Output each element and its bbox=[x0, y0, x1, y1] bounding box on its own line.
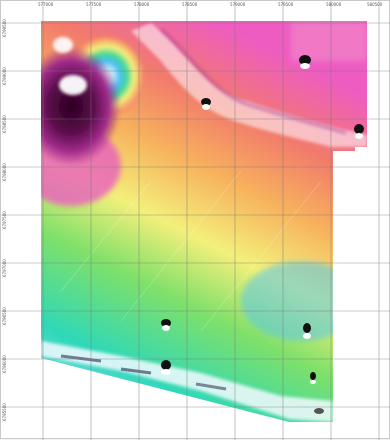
x-tick-label: 577500 bbox=[86, 2, 102, 7]
anomaly-marker bbox=[299, 55, 311, 69]
anomaly-marker bbox=[314, 408, 324, 414]
x-tick-label: 579000 bbox=[230, 2, 246, 7]
y-tick-label: 6795500 bbox=[2, 403, 7, 421]
x-tick-label: 578000 bbox=[134, 2, 150, 7]
anomaly-marker bbox=[354, 124, 364, 139]
x-tick-label: 580500 bbox=[367, 2, 383, 7]
y-tick-label: 6799000 bbox=[2, 67, 7, 85]
anomaly-marker bbox=[161, 319, 171, 331]
y-tick-label: 6797500 bbox=[2, 211, 7, 229]
y-tick-label: 6797000 bbox=[2, 259, 7, 277]
y-tick-label: 6798000 bbox=[2, 163, 7, 181]
x-tick-label: 579500 bbox=[278, 2, 294, 7]
x-tick-label: 577000 bbox=[38, 2, 54, 7]
dipole-markers bbox=[161, 55, 364, 414]
y-tick-label: 6796000 bbox=[2, 355, 7, 373]
anomaly-marker bbox=[201, 98, 211, 110]
y-tick-label: 6799500 bbox=[2, 19, 7, 37]
y-tick-label: 6798500 bbox=[2, 115, 7, 133]
anomaly-marker bbox=[161, 360, 171, 375]
anomaly-marker bbox=[310, 372, 316, 384]
anomaly-marker bbox=[303, 323, 311, 339]
x-tick-label: 578500 bbox=[182, 2, 198, 7]
x-tick-label: 580000 bbox=[326, 2, 342, 7]
y-tick-label: 6796500 bbox=[2, 307, 7, 325]
